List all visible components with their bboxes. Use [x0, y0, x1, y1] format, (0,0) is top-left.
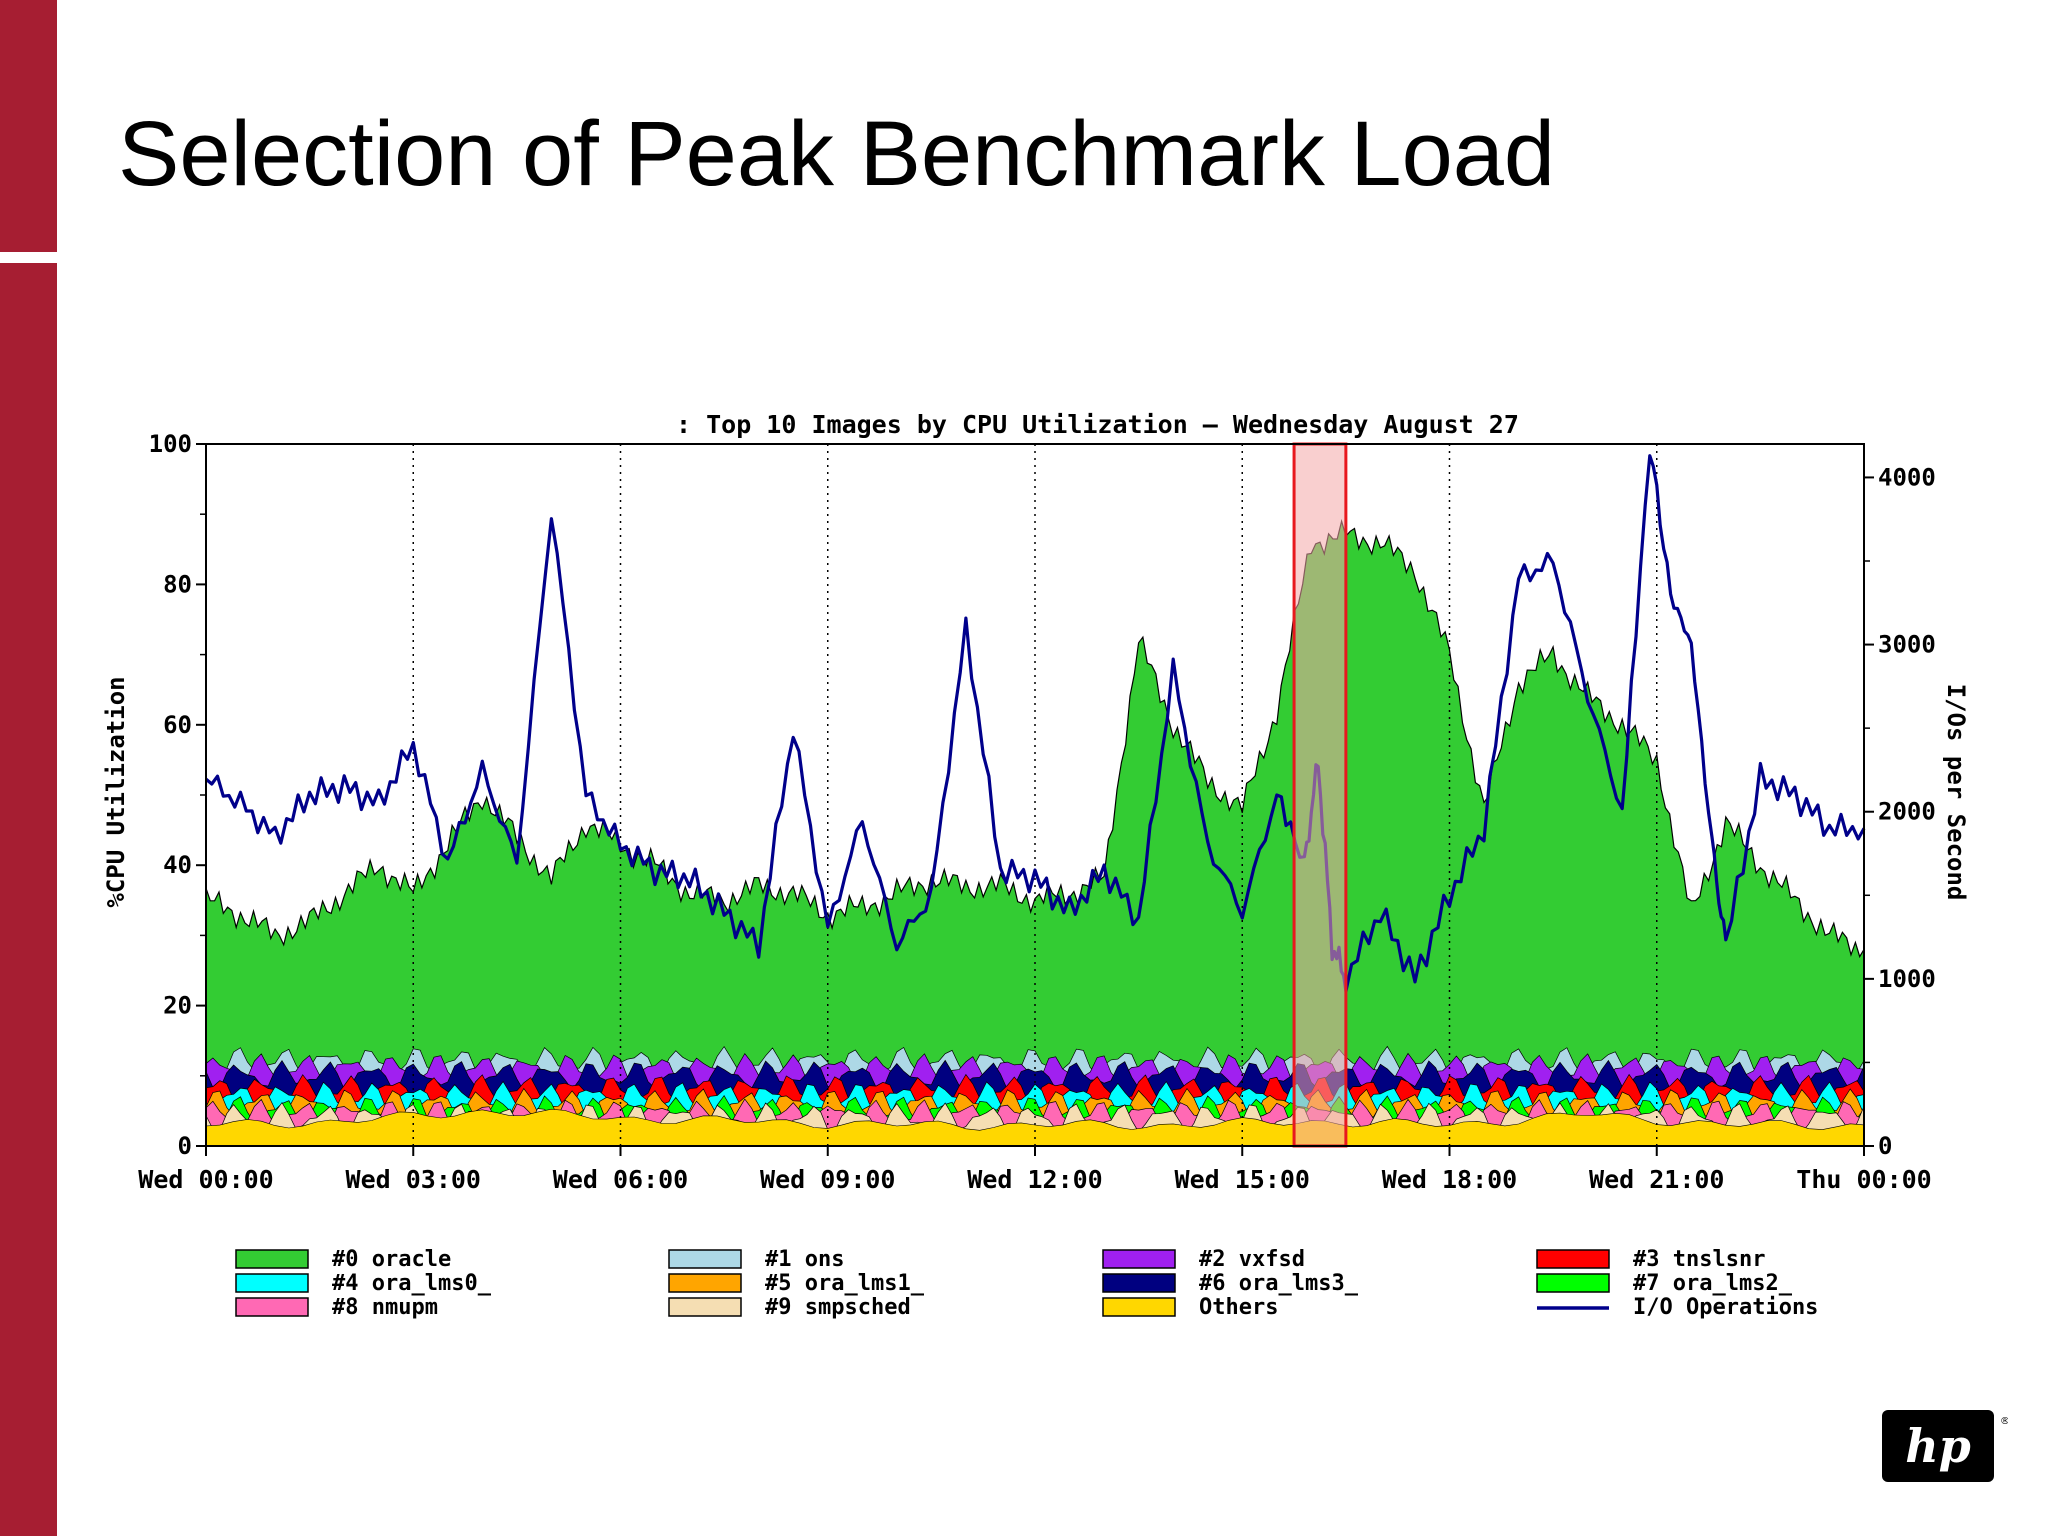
y-tick-label: 0: [178, 1132, 192, 1160]
series-oracle-area: [205, 518, 1865, 1147]
legend-label: #8 nmupm: [332, 1295, 438, 1320]
x-tick-label: Wed 21:00: [1589, 1165, 1724, 1194]
y-tick-label: 20: [163, 992, 192, 1020]
legend-swatch: [1102, 1297, 1176, 1317]
legend-label: #7 ora_lms2_: [1633, 1271, 1793, 1296]
legend-item: #5 ora_lms1_: [668, 1271, 925, 1296]
legend-swatch: [668, 1297, 742, 1317]
series-others-area: [205, 1108, 1865, 1147]
legend-swatch: [235, 1273, 309, 1293]
legend-item: Others: [1102, 1295, 1278, 1320]
y2-tick-label: 2000: [1878, 798, 1936, 826]
legend-swatch: [235, 1297, 309, 1317]
legend-label: Others: [1199, 1295, 1278, 1320]
legend-label: #5 ora_lms1_: [765, 1271, 925, 1296]
y-axis-label: %CPU Utilization: [102, 676, 130, 907]
legend-label: #0 oracle: [332, 1247, 451, 1272]
legend-label: #4 ora_lms0_: [332, 1271, 492, 1296]
legend-swatch: [1536, 1273, 1610, 1293]
legend-swatch: [668, 1249, 742, 1269]
x-tick-label: Wed 03:00: [346, 1165, 481, 1194]
legend-label: #9 smpsched: [765, 1295, 911, 1320]
x-tick-label: Wed 12:00: [967, 1165, 1102, 1194]
y2-tick-label: 4000: [1878, 463, 1936, 491]
y-tick-label: 80: [163, 570, 192, 598]
y2-tick-label: 1000: [1878, 965, 1936, 993]
legend-item: #2 vxfsd: [1102, 1247, 1305, 1272]
legend-item: #4 ora_lms0_: [235, 1271, 492, 1296]
legend-label: #1 ons: [765, 1247, 844, 1272]
legend-item: I/O Operations: [1537, 1295, 1818, 1320]
y2-tick-label: 0: [1878, 1132, 1892, 1160]
slide-title: Selection of Peak Benchmark Load: [118, 103, 1556, 205]
accent-bar-top: [0, 0, 57, 252]
legend-swatch: [1102, 1249, 1176, 1269]
legend-label: #3 tnslsnr: [1633, 1247, 1765, 1272]
x-tick-label: Wed 00:00: [138, 1165, 273, 1194]
hp-logo-text: hp: [1905, 1419, 1971, 1473]
legend-item: #3 tnslsnr: [1536, 1247, 1765, 1272]
svg-text:®: ®: [2000, 1416, 2008, 1427]
legend-swatch: [235, 1249, 309, 1269]
y-tick-label: 60: [163, 711, 192, 739]
legend-swatch: [1536, 1249, 1610, 1269]
legend-item: #8 nmupm: [235, 1295, 438, 1320]
y2-tick-label: 3000: [1878, 631, 1936, 659]
x-tick-label: Thu 00:00: [1796, 1165, 1931, 1194]
x-tick-label: Wed 09:00: [760, 1165, 895, 1194]
legend-item: #7 ora_lms2_: [1536, 1271, 1793, 1296]
peak-load-highlight: [1292, 442, 1348, 1148]
hp-logo-icon: hp ®: [1882, 1410, 2008, 1482]
legend-swatch: [668, 1273, 742, 1293]
legend-item: #6 ora_lms3_: [1102, 1271, 1359, 1296]
x-tick-label: Wed 06:00: [553, 1165, 688, 1194]
y-tick-label: 100: [149, 430, 192, 458]
legend-item: #1 ons: [668, 1247, 844, 1272]
x-tick-label: Wed 15:00: [1175, 1165, 1310, 1194]
series-io-operations-line: [204, 454, 1866, 993]
legend-label: #6 ora_lms3_: [1199, 1271, 1359, 1296]
legend-item: #0 oracle: [235, 1247, 451, 1272]
legend-label: #2 vxfsd: [1199, 1247, 1305, 1272]
x-tick-label: Wed 18:00: [1382, 1165, 1517, 1194]
legend-swatch: [1102, 1273, 1176, 1293]
legend-label: I/O Operations: [1633, 1295, 1818, 1320]
y2-axis-label: I/Os per Second: [1942, 684, 1970, 901]
y-tick-label: 40: [163, 851, 192, 879]
legend-item: #9 smpsched: [668, 1295, 911, 1320]
chart-title: : Top 10 Images by CPU Utilization – Wed…: [676, 410, 1519, 439]
accent-bar-bottom: [0, 263, 57, 1536]
